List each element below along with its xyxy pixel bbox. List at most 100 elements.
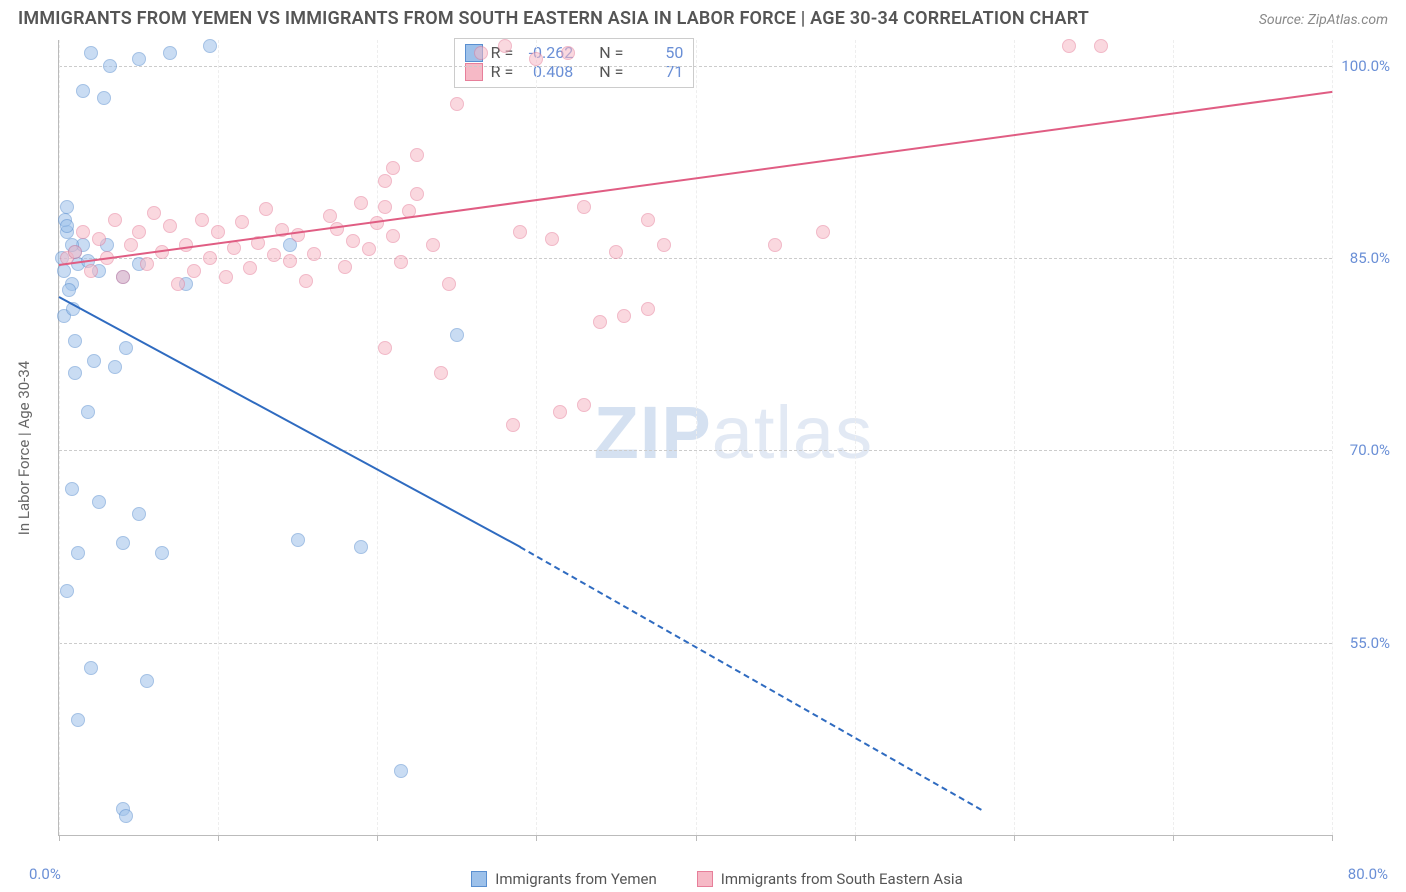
n-value: 50 <box>631 43 683 62</box>
data-point-sea <box>426 238 440 252</box>
source-label: Source: ZipAtlas.com <box>1259 12 1388 28</box>
data-point-sea <box>378 174 392 188</box>
data-point-yemen <box>394 764 408 778</box>
data-point-sea <box>195 213 209 227</box>
data-point-sea <box>283 254 297 268</box>
data-point-sea <box>577 398 591 412</box>
data-point-sea <box>386 161 400 175</box>
data-point-sea <box>108 213 122 227</box>
data-point-sea <box>124 238 138 252</box>
data-point-sea <box>243 261 257 275</box>
legend-label: Immigrants from Yemen <box>495 870 657 888</box>
y-axis-title: In Labor Force | Age 30-34 <box>15 361 33 535</box>
data-point-yemen <box>68 334 82 348</box>
y-tick-label: 85.0% <box>1350 249 1390 267</box>
trend-line <box>520 547 982 812</box>
data-point-sea <box>211 225 225 239</box>
data-point-yemen <box>354 540 368 554</box>
data-point-yemen <box>116 536 130 550</box>
data-point-sea <box>1094 39 1108 53</box>
data-point-yemen <box>97 91 111 105</box>
data-point-yemen <box>71 713 85 727</box>
data-point-yemen <box>291 533 305 547</box>
data-point-yemen <box>140 674 154 688</box>
x-tick <box>696 835 697 841</box>
gridline-v <box>377 40 378 835</box>
watermark: ZIPatlas <box>594 390 873 475</box>
data-point-sea <box>259 202 273 216</box>
y-tick-label: 70.0% <box>1350 441 1390 459</box>
data-point-sea <box>545 232 559 246</box>
gridline-v <box>1014 40 1015 835</box>
watermark-bold: ZIP <box>594 391 712 474</box>
gridline-v <box>218 40 219 835</box>
data-point-yemen <box>62 283 76 297</box>
x-tick <box>218 835 219 841</box>
data-point-sea <box>132 225 146 239</box>
data-point-sea <box>338 260 352 274</box>
data-point-sea <box>553 405 567 419</box>
data-point-yemen <box>76 84 90 98</box>
data-point-sea <box>187 264 201 278</box>
data-point-yemen <box>103 59 117 73</box>
legend-item-yemen: Immigrants from Yemen <box>471 870 657 888</box>
data-point-sea <box>593 315 607 329</box>
data-point-sea <box>561 46 575 60</box>
data-point-sea <box>641 213 655 227</box>
data-point-sea <box>84 264 98 278</box>
data-point-sea <box>513 225 527 239</box>
data-point-yemen <box>119 809 133 823</box>
data-point-yemen <box>155 546 169 560</box>
data-point-sea <box>577 200 591 214</box>
data-point-sea <box>346 234 360 248</box>
data-point-sea <box>323 209 337 223</box>
chart-container: In Labor Force | Age 30-34 ZIPatlas R =-… <box>38 34 1396 862</box>
data-point-sea <box>506 418 520 432</box>
legend-label: Immigrants from South Eastern Asia <box>721 870 963 888</box>
x-tick <box>536 835 537 841</box>
data-point-sea <box>163 219 177 233</box>
data-point-yemen <box>68 366 82 380</box>
data-point-sea <box>92 232 106 246</box>
data-point-sea <box>378 200 392 214</box>
data-point-sea <box>219 270 233 284</box>
data-point-sea <box>410 187 424 201</box>
data-point-sea <box>1062 39 1076 53</box>
data-point-yemen <box>132 52 146 66</box>
x-tick <box>377 835 378 841</box>
data-point-yemen <box>450 328 464 342</box>
y-tick-label: 100.0% <box>1341 57 1390 75</box>
data-point-sea <box>394 255 408 269</box>
gridline-v <box>59 40 60 835</box>
data-point-sea <box>267 248 281 262</box>
data-point-sea <box>768 238 782 252</box>
data-point-sea <box>307 247 321 261</box>
data-point-sea <box>171 277 185 291</box>
y-tick-label: 55.0% <box>1350 634 1390 652</box>
data-point-sea <box>450 97 464 111</box>
data-point-yemen <box>87 354 101 368</box>
chart-title: IMMIGRANTS FROM YEMEN VS IMMIGRANTS FROM… <box>18 8 1089 29</box>
data-point-yemen <box>84 661 98 675</box>
data-point-sea <box>386 229 400 243</box>
data-point-sea <box>609 245 623 259</box>
gridline-v <box>855 40 856 835</box>
data-point-sea <box>147 206 161 220</box>
x-tick <box>1014 835 1015 841</box>
gridline-v <box>1173 40 1174 835</box>
data-point-sea <box>140 257 154 271</box>
data-point-sea <box>116 270 130 284</box>
data-point-sea <box>203 251 217 265</box>
x-tick <box>59 835 60 841</box>
data-point-sea <box>354 196 368 210</box>
data-point-yemen <box>65 482 79 496</box>
data-point-yemen <box>60 200 74 214</box>
data-point-sea <box>299 274 313 288</box>
legend-swatch-yemen <box>471 871 487 887</box>
legend-item-sea: Immigrants from South Eastern Asia <box>697 870 963 888</box>
data-point-sea <box>442 277 456 291</box>
correlation-box: R =-0.262N =50R =0.408N =71 <box>454 38 695 88</box>
data-point-sea <box>76 225 90 239</box>
gridline-v <box>536 40 537 835</box>
data-point-yemen <box>203 39 217 53</box>
